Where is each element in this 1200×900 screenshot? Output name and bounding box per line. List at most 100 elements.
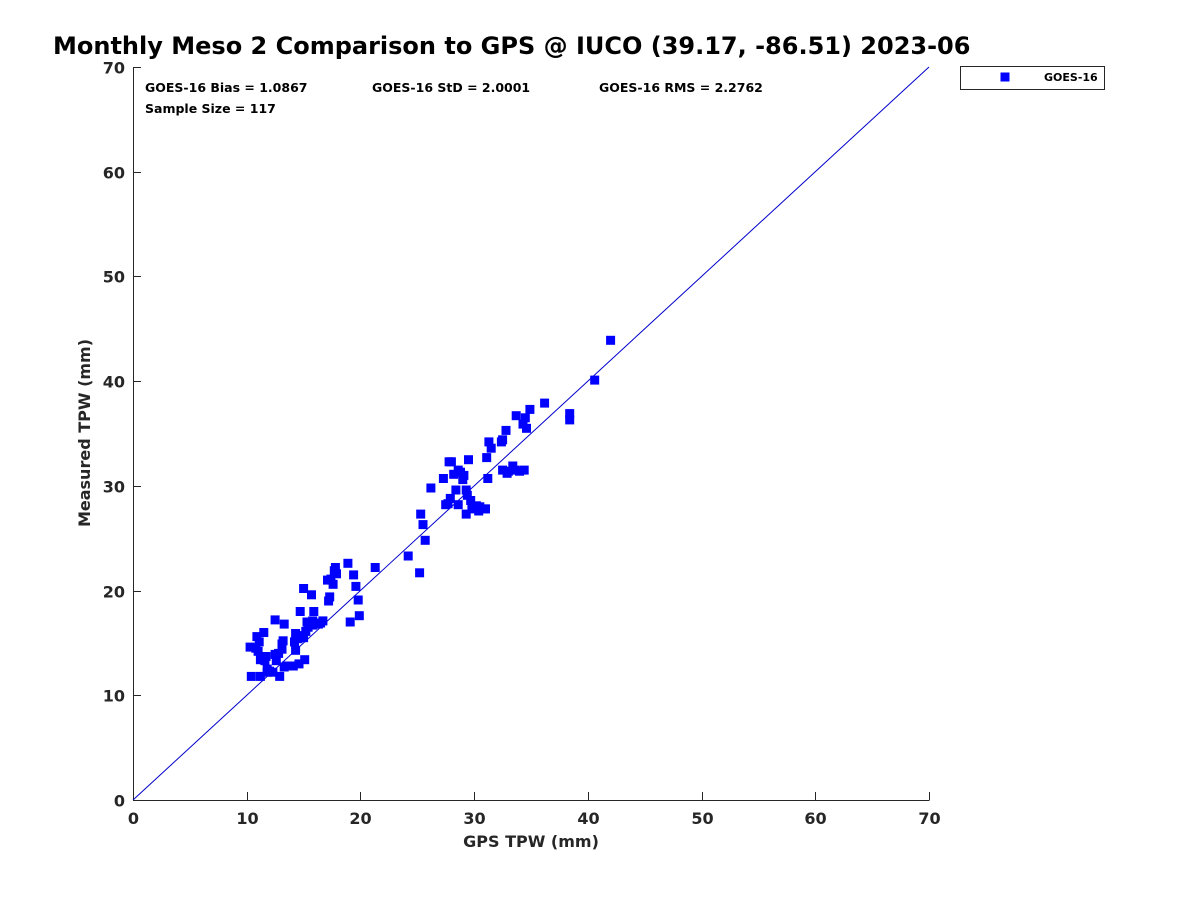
legend-box <box>960 66 1105 90</box>
data-point <box>426 483 436 493</box>
data-point <box>415 568 425 578</box>
legend: GOES-16 <box>960 66 1105 90</box>
y-axis-label: Measured TPW (mm) <box>75 339 94 527</box>
y-tick-label: 0 <box>114 792 125 811</box>
data-point <box>403 551 413 561</box>
x-tick-label: 20 <box>349 809 371 828</box>
data-point <box>540 398 550 408</box>
data-point <box>438 474 448 483</box>
one-to-one-line <box>132 66 930 801</box>
x-tick-label: 70 <box>918 809 940 828</box>
data-point <box>481 504 490 514</box>
data-point <box>325 592 335 602</box>
data-point <box>270 615 280 625</box>
x-axis-label: GPS TPW (mm) <box>463 832 599 851</box>
data-point <box>515 466 525 476</box>
data-point <box>353 595 363 605</box>
data-point <box>511 411 521 421</box>
data-point <box>519 465 529 475</box>
data-point <box>278 636 288 646</box>
data-point <box>565 409 575 419</box>
data-point <box>330 563 340 572</box>
data-point <box>291 645 301 655</box>
data-point <box>307 590 316 600</box>
data-point <box>453 500 463 510</box>
data-point <box>446 457 456 467</box>
data-point <box>294 659 304 669</box>
data-point <box>443 499 453 509</box>
data-point <box>246 671 256 681</box>
y-tick-label: 20 <box>103 583 125 602</box>
data-point <box>484 437 494 447</box>
stat-rms: GOES-16 RMS = 2.2762 <box>599 80 763 95</box>
data-point <box>486 443 496 453</box>
one-to-one-reference-line <box>132 66 930 801</box>
data-point <box>525 404 535 414</box>
data-point <box>475 502 485 512</box>
data-point <box>300 655 310 665</box>
data-point <box>466 496 476 505</box>
x-tick-label: 0 <box>128 809 139 828</box>
data-point <box>464 455 473 465</box>
data-point <box>318 616 328 626</box>
legend-entry-goes16: GOES-16 <box>1044 71 1098 84</box>
data-point <box>299 584 309 593</box>
data-point <box>565 415 575 425</box>
data-point <box>245 642 255 652</box>
data-point <box>271 656 281 666</box>
data-points <box>245 335 616 681</box>
data-point <box>418 520 428 530</box>
data-point <box>288 661 298 671</box>
data-point <box>268 667 278 677</box>
data-point <box>445 493 455 503</box>
data-point <box>275 671 285 681</box>
data-point <box>261 652 271 661</box>
data-point <box>351 581 361 591</box>
data-point <box>606 335 616 345</box>
y-tick-label: 10 <box>103 687 125 706</box>
data-point <box>482 453 492 463</box>
data-point <box>590 375 600 385</box>
x-tick-label: 30 <box>463 809 485 828</box>
data-point <box>252 632 262 642</box>
data-point <box>520 413 530 423</box>
data-point <box>349 570 359 580</box>
y-tick-label: 60 <box>103 164 125 183</box>
data-point <box>370 563 380 572</box>
chart-title: Monthly Meso 2 Comparison to GPS @ IUCO … <box>53 32 970 60</box>
data-point <box>326 574 336 584</box>
data-point <box>254 637 264 647</box>
data-point <box>328 579 338 589</box>
x-tick-label: 10 <box>236 809 258 828</box>
data-point <box>308 616 318 626</box>
data-point <box>255 671 265 681</box>
data-point <box>354 611 364 621</box>
y-tick-label: 40 <box>103 373 125 392</box>
data-point <box>295 607 305 616</box>
data-point <box>416 509 426 519</box>
data-point <box>345 617 355 627</box>
y-tick-label: 50 <box>103 268 125 287</box>
y-tick-label: 70 <box>103 59 125 78</box>
data-point <box>291 629 301 638</box>
data-point <box>332 569 341 579</box>
x-tick-label: 40 <box>577 809 599 828</box>
data-point <box>459 470 469 480</box>
plot-axes <box>133 67 930 801</box>
data-point <box>462 490 472 500</box>
data-point <box>282 661 291 671</box>
data-point <box>343 558 353 568</box>
legend-marker <box>1000 72 1010 82</box>
data-point <box>498 435 508 445</box>
data-point <box>299 633 309 643</box>
data-point <box>279 619 289 629</box>
stat-std: GOES-16 StD = 2.0001 <box>372 80 530 95</box>
stat-sample-size: Sample Size = 117 <box>145 101 276 116</box>
y-tick-label: 30 <box>103 478 125 497</box>
data-point <box>253 646 263 656</box>
data-point <box>277 644 287 654</box>
data-point <box>522 423 531 433</box>
data-point <box>501 425 511 435</box>
x-tick-label: 60 <box>804 809 826 828</box>
